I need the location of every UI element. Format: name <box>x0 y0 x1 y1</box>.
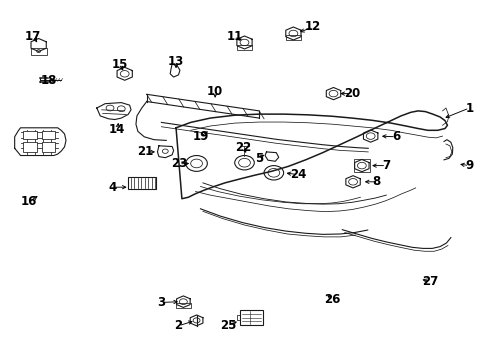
Text: 25: 25 <box>219 319 236 332</box>
Text: 21: 21 <box>137 145 154 158</box>
Text: 4: 4 <box>108 181 116 194</box>
Text: 23: 23 <box>170 157 187 170</box>
Bar <box>239 310 263 325</box>
Text: 6: 6 <box>391 130 399 143</box>
Text: 12: 12 <box>304 21 321 33</box>
Text: 14: 14 <box>109 123 125 136</box>
Text: 9: 9 <box>465 159 472 172</box>
Text: 17: 17 <box>25 30 41 42</box>
Bar <box>236 45 252 50</box>
Text: 18: 18 <box>41 75 57 87</box>
Text: 3: 3 <box>157 296 165 309</box>
Text: 13: 13 <box>167 55 184 68</box>
Bar <box>285 35 301 40</box>
Text: 27: 27 <box>421 275 438 288</box>
Text: 22: 22 <box>235 141 251 154</box>
Bar <box>176 303 190 308</box>
Text: 24: 24 <box>289 168 306 181</box>
Bar <box>31 48 47 55</box>
Text: 1: 1 <box>465 102 472 114</box>
Text: 26: 26 <box>324 293 340 306</box>
Bar <box>23 131 37 139</box>
Bar <box>41 142 55 152</box>
Bar <box>128 177 156 189</box>
Bar <box>23 142 37 152</box>
Text: 7: 7 <box>382 159 389 172</box>
Text: 15: 15 <box>111 58 128 71</box>
Text: 16: 16 <box>21 195 38 208</box>
Text: 19: 19 <box>192 130 208 143</box>
Text: 10: 10 <box>206 85 223 98</box>
Text: 2: 2 <box>174 319 182 332</box>
Text: 11: 11 <box>226 30 243 42</box>
Text: 5: 5 <box>255 152 263 165</box>
Bar <box>41 131 55 139</box>
Bar <box>353 159 369 172</box>
Text: 20: 20 <box>343 87 360 100</box>
Text: 8: 8 <box>372 175 380 188</box>
